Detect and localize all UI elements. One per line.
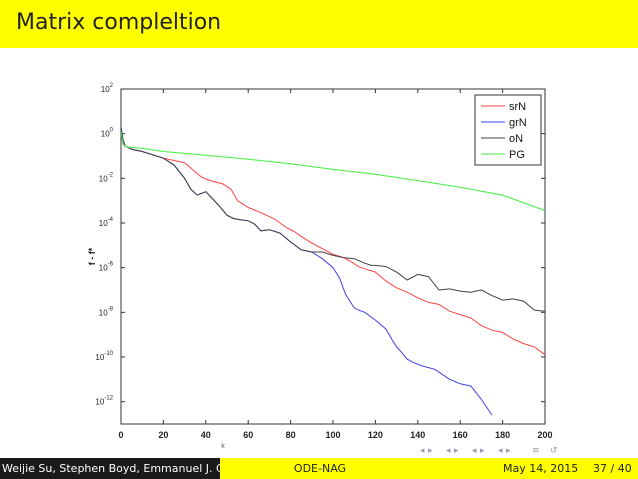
x-tick-label: 140 — [410, 430, 425, 440]
y-tick-label: 102 — [101, 83, 114, 94]
slide-header: Matrix compleltion — [0, 0, 638, 48]
y-tick-label: 10-10 — [95, 351, 113, 362]
slide-footer: Weijie Su, Stephen Boyd, Emmanuel J. Can… — [0, 458, 638, 479]
x-tick-label: 20 — [158, 430, 168, 440]
footer-page-number: 37 / 40 — [593, 462, 632, 475]
slide-title: Matrix compleltion — [16, 10, 222, 35]
y-axis-label: f - f* — [87, 247, 97, 265]
footer-date: May 14, 2015 — [503, 462, 579, 475]
legend-label-oN: oN — [509, 133, 523, 145]
y-tick-label: 10-4 — [99, 217, 114, 228]
nav-next-section-icon[interactable]: ▸ — [480, 446, 485, 456]
nav-prev-frame-icon[interactable]: ◂ — [446, 446, 451, 456]
x-tick-label: 80 — [286, 430, 296, 440]
series-line-srN — [121, 126, 545, 356]
nav-next-subsection-icon[interactable]: ▸ — [506, 446, 511, 456]
nav-prev-slide-icon[interactable]: ◂ — [420, 446, 425, 456]
series-line-oN — [121, 126, 545, 312]
x-tick-label: 60 — [243, 430, 253, 440]
line-chart: 0 20 40 60 80 100 120 140 160 180 200 102 100 10-2 10-… — [87, 83, 553, 448]
legend-label-PG: PG — [509, 149, 525, 161]
x-axis-label: k — [221, 443, 225, 448]
x-tick-label: 0 — [118, 430, 123, 440]
x-tick-label: 160 — [453, 430, 468, 440]
nav-prev-section-icon[interactable]: ◂ — [472, 446, 477, 456]
legend-label-grN: grN — [509, 117, 527, 129]
beamer-navigation: ◂ ▸ ◂ ▸ ◂ ▸ ◂ ▸ ≡ ↺ — [420, 446, 638, 460]
x-tick-label: 40 — [201, 430, 211, 440]
y-tick-label: 100 — [101, 128, 114, 139]
footer-authors: Weijie Su, Stephen Boyd, Emmanuel J. Can… — [0, 458, 220, 479]
footer-right: May 14, 2015 37 / 40 — [420, 458, 638, 479]
legend-box — [474, 94, 542, 166]
legend-label-srN: srN — [509, 101, 526, 113]
nav-next-slide-icon[interactable]: ▸ — [428, 446, 433, 456]
y-tick-label: 10-2 — [99, 172, 114, 183]
y-tick-label: 10-8 — [99, 306, 114, 317]
series-line-PG — [121, 131, 545, 212]
x-tick-label: 200 — [537, 430, 552, 440]
y-tick-label: 10-12 — [95, 396, 113, 407]
x-tick-label: 120 — [368, 430, 383, 440]
nav-next-frame-icon[interactable]: ▸ — [454, 446, 459, 456]
y-tick-label: 10-6 — [99, 262, 114, 273]
nav-search-icon[interactable]: ↺ — [550, 446, 558, 456]
footer-short-title: ODE-NAG — [220, 458, 420, 479]
plot-frame — [120, 88, 546, 425]
x-tick-label: 180 — [495, 430, 510, 440]
nav-prev-subsection-icon[interactable]: ◂ — [498, 446, 503, 456]
nav-align-icon[interactable]: ≡ — [532, 446, 540, 456]
x-tick-label: 100 — [325, 430, 340, 440]
